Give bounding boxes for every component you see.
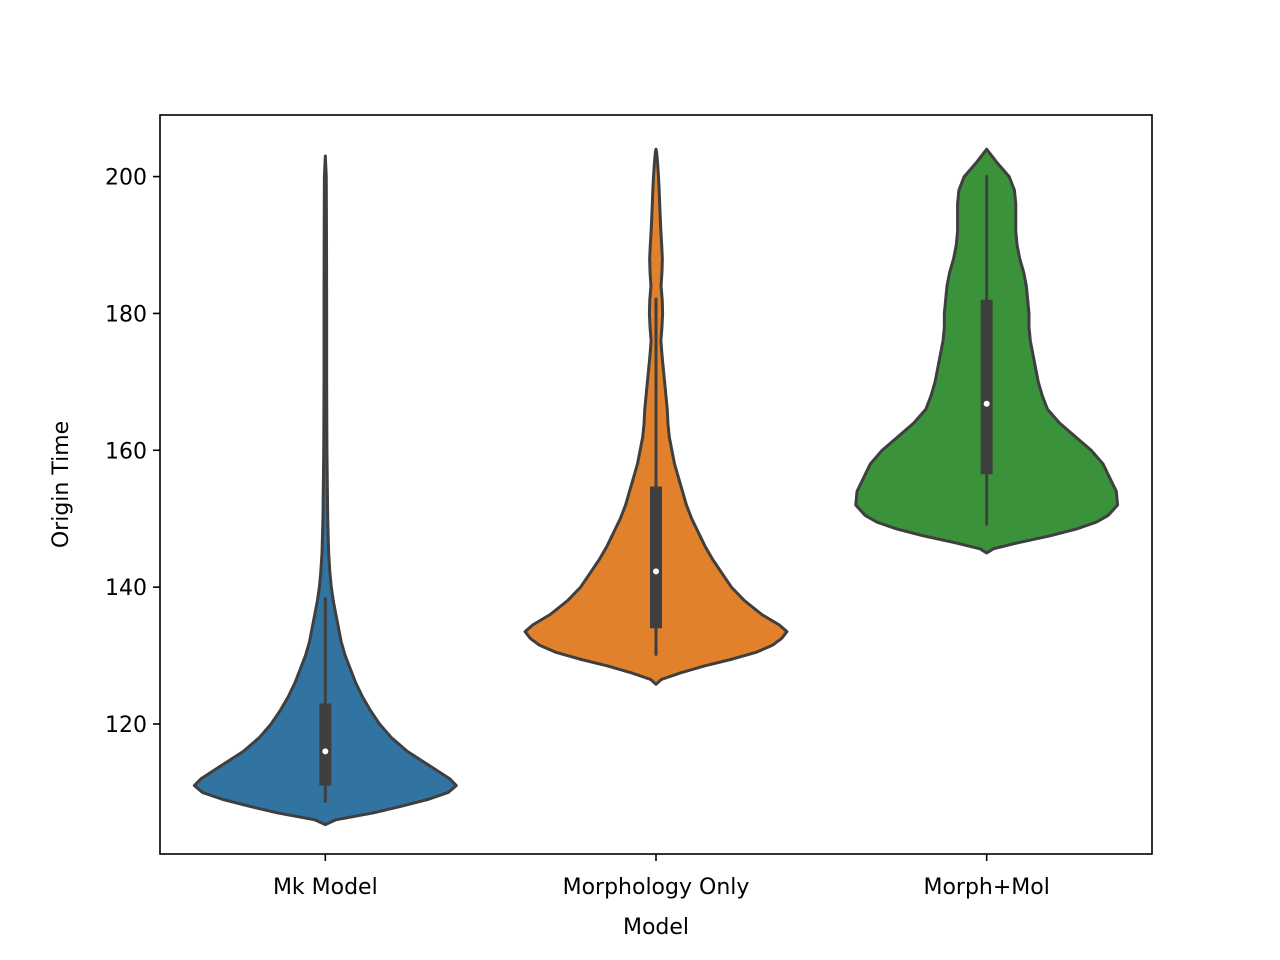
x-axis-label: Model (623, 915, 689, 940)
y-tick-label: 200 (105, 166, 147, 191)
median-point-morph-mol (983, 400, 990, 407)
median-point-morphology-only (653, 568, 659, 575)
y-tick-label: 140 (105, 576, 147, 601)
y-axis-label: Origin Time (49, 421, 74, 548)
iqr-box-mk-model (319, 703, 332, 786)
x-tick-label: Morphology Only (563, 875, 750, 900)
x-tick-label: Morph+Mol (923, 875, 1049, 900)
x-axis: Mk Model Morphology Only Morph+Mol (273, 854, 1050, 900)
y-tick-label: 180 (105, 302, 147, 327)
y-tick-label: 120 (105, 713, 147, 738)
plot-area (192, 147, 1120, 827)
y-tick-label: 160 (105, 439, 147, 464)
median-point-mk-model (322, 748, 329, 755)
y-axis: 120 140 160 180 200 (105, 166, 160, 738)
iqr-box-morphology-only (650, 486, 662, 629)
x-tick-label: Mk Model (273, 875, 378, 900)
iqr-box-morph-mol (980, 299, 993, 475)
violin-mk-model (192, 154, 458, 827)
